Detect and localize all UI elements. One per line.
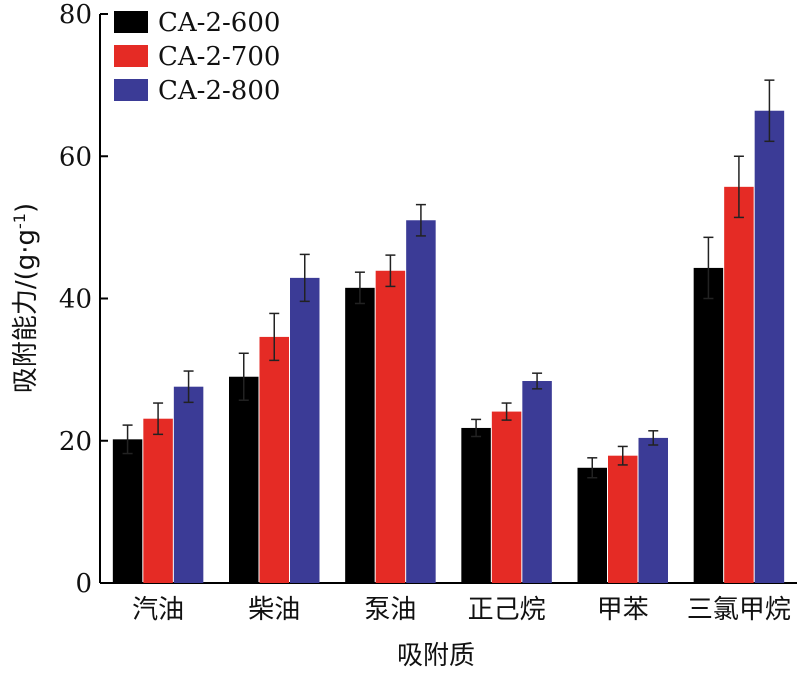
bar — [143, 418, 173, 583]
error-bar — [354, 271, 365, 305]
error-bar — [238, 352, 249, 401]
error-bar — [415, 203, 426, 237]
bar — [112, 439, 143, 583]
bars — [112, 79, 785, 584]
y-axis-title: 吸附能力/(g·g-1) — [10, 203, 42, 393]
error-bar — [122, 424, 133, 455]
bar — [173, 386, 204, 583]
y-axis-title-sup: -1 — [10, 213, 29, 229]
x-category-label: 正己烷 — [468, 595, 546, 625]
legend-swatch — [114, 79, 148, 101]
y-tick-label: 60 — [59, 142, 92, 172]
error-bar — [764, 79, 775, 143]
error-bar — [648, 430, 659, 446]
bar — [693, 267, 724, 583]
bar — [375, 270, 406, 583]
bar — [461, 427, 491, 583]
error-bar — [385, 254, 396, 288]
bar — [259, 336, 289, 583]
error-bar — [471, 418, 482, 438]
bar — [754, 110, 785, 583]
error-bar — [183, 370, 194, 404]
error-bar — [733, 155, 744, 219]
bar — [577, 467, 607, 583]
legend-label: CA-2-700 — [158, 42, 280, 72]
error-bar — [617, 445, 628, 466]
y-axis-title-main: 吸附能力/(g·g — [11, 229, 41, 393]
error-bar — [587, 457, 598, 479]
y-tick-label: 0 — [75, 569, 92, 599]
x-category-label: 柴油 — [248, 595, 300, 625]
bar — [290, 277, 320, 583]
y-tick-label: 80 — [59, 0, 92, 30]
error-bar — [501, 402, 512, 421]
error-bar — [703, 236, 714, 300]
bar — [345, 287, 375, 583]
error-bar — [269, 312, 280, 362]
legend-label: CA-2-800 — [158, 76, 280, 106]
bar — [491, 411, 522, 583]
bar — [406, 220, 436, 583]
y-tick-label: 20 — [59, 427, 92, 457]
error-bar — [299, 253, 310, 303]
y-tick-label: 40 — [59, 285, 92, 315]
legend-swatch — [114, 45, 148, 67]
bar — [229, 376, 259, 583]
bar — [724, 186, 754, 584]
x-axis-title: 吸附质 — [397, 641, 475, 671]
y-axis-title-close: ) — [11, 203, 41, 213]
bar — [522, 381, 552, 583]
y-ticks: 0 20 40 60 80 — [59, 0, 108, 599]
x-category-label: 三氯甲烷 — [687, 595, 791, 625]
x-category-labels: 汽油 柴油 泵油 正己烷 甲苯 三氯甲烷 — [132, 595, 791, 625]
legend: CA-2-600 CA-2-700 CA-2-800 — [114, 8, 280, 106]
error-bar — [153, 402, 164, 436]
x-category-label: 汽油 — [132, 595, 184, 625]
x-category-label: 甲苯 — [597, 595, 649, 625]
bar — [638, 437, 668, 583]
legend-swatch — [114, 11, 148, 33]
legend-label: CA-2-600 — [158, 8, 280, 38]
bar — [608, 455, 638, 583]
error-bar — [532, 372, 543, 390]
x-category-label: 泵油 — [364, 595, 416, 625]
